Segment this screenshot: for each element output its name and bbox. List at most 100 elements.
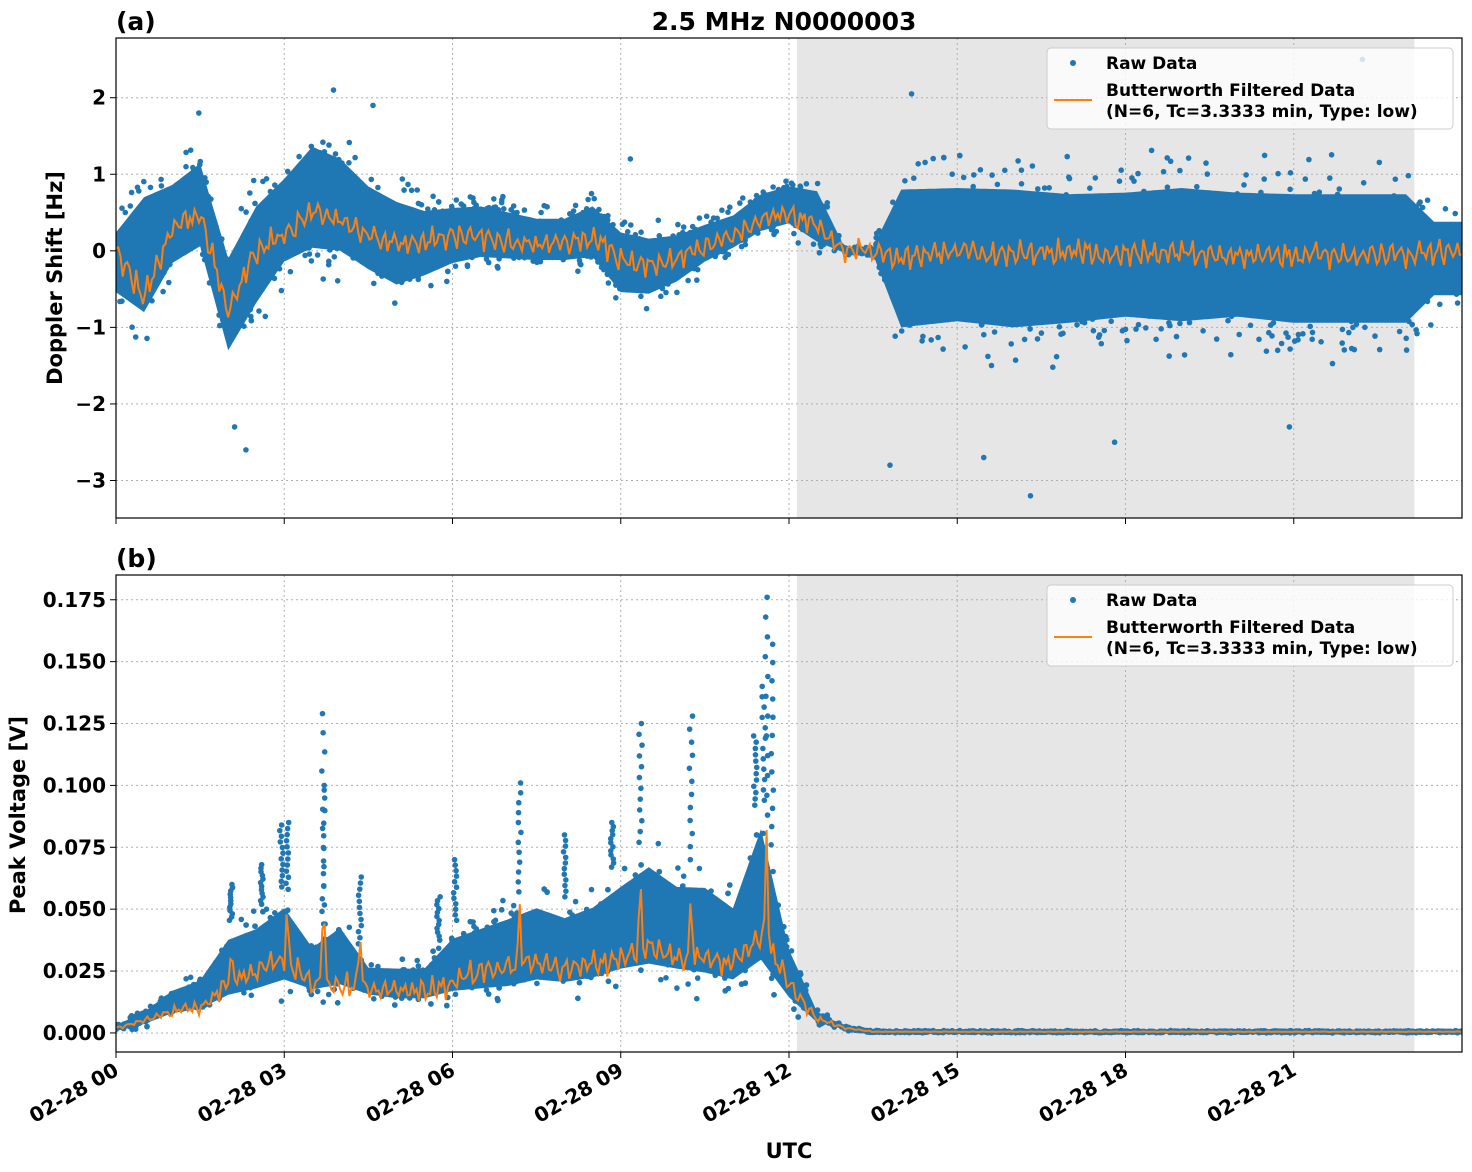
raw-data-point [685, 277, 691, 284]
raw-data-point [915, 161, 921, 167]
raw-data-point [248, 313, 254, 320]
raw-data-point [703, 213, 710, 220]
raw-data-point [658, 976, 664, 983]
raw-data-point [991, 329, 998, 335]
raw-data-point [134, 184, 141, 191]
raw-data-point [588, 190, 595, 197]
raw-data-point [783, 178, 789, 184]
raw-data-point [500, 193, 506, 200]
raw-data-point [501, 206, 507, 212]
raw-data-point [158, 183, 165, 189]
raw-data-point [655, 840, 662, 847]
raw-data-point [332, 151, 339, 157]
raw-data-point [643, 305, 650, 312]
raw-data-point [302, 252, 308, 259]
raw-data-point [663, 289, 669, 296]
raw-data-point [788, 180, 795, 186]
raw-data-point [1287, 186, 1293, 193]
raw-data-point [605, 212, 611, 219]
raw-data-point [1038, 330, 1045, 336]
raw-data-point [694, 266, 701, 273]
raw-data-point [988, 362, 995, 369]
raw-data-point [1287, 346, 1293, 352]
raw-data-point [1346, 329, 1352, 336]
raw-data-point [675, 865, 681, 871]
raw-data-point [1131, 178, 1137, 184]
raw-data-point [1034, 336, 1041, 342]
raw-data-point [710, 215, 717, 221]
raw-data-point [674, 289, 680, 296]
raw-data-point [795, 240, 801, 246]
panel-b: 0.0000.0250.0500.0750.1000.1250.1500.175… [25, 574, 1463, 1128]
raw-data-point [949, 171, 955, 177]
raw-data-point [1035, 186, 1041, 192]
raw-data-point [1046, 185, 1052, 191]
raw-data-point [1135, 321, 1142, 328]
raw-data-point [1360, 180, 1367, 186]
raw-data-point [491, 196, 497, 202]
raw-data-point [824, 200, 831, 206]
raw-data-point [1353, 321, 1360, 328]
raw-data-point [334, 278, 341, 284]
raw-data-point [814, 180, 821, 187]
legend-filtered-params: (N=6, Tc=3.3333 min, Type: low) [1106, 102, 1418, 122]
raw-data-point [960, 174, 967, 181]
raw-data-point [1160, 168, 1167, 175]
raw-data-point [371, 280, 377, 287]
y-tick-label: 0.150 [43, 650, 106, 674]
raw-data-point [1167, 322, 1173, 329]
raw-data-point [1318, 339, 1324, 345]
raw-data-point [977, 167, 984, 173]
raw-data-point [1204, 171, 1211, 177]
y-tick-label: −3 [75, 468, 106, 492]
raw-data-point [740, 195, 746, 201]
raw-data-point [1018, 181, 1025, 187]
raw-data-point [770, 868, 776, 875]
x-tick-label: 02-28 09 [530, 1058, 628, 1128]
raw-data-point [797, 183, 803, 189]
raw-data-point [491, 907, 497, 914]
raw-data-point [1135, 170, 1141, 177]
raw-data-point [1194, 183, 1200, 190]
raw-data-point [1454, 300, 1461, 306]
raw-data-outlier [196, 110, 202, 116]
raw-data-point [624, 228, 631, 235]
raw-data-point [284, 168, 291, 175]
raw-data-point [1267, 322, 1274, 329]
raw-data-point [1158, 326, 1164, 332]
raw-data-point [534, 259, 540, 266]
raw-data-point [250, 177, 257, 184]
raw-data-point [243, 209, 249, 215]
raw-data-point [575, 268, 581, 275]
raw-data-dense-band [116, 146, 1462, 351]
raw-data-point [940, 346, 946, 352]
raw-data-point [435, 199, 442, 205]
raw-data-point [588, 886, 595, 893]
raw-data-point [572, 202, 579, 209]
raw-data-point [1087, 185, 1093, 191]
raw-data-point [508, 207, 514, 213]
raw-data-point [1015, 158, 1021, 164]
raw-data-point [1413, 327, 1419, 333]
raw-data-point [272, 182, 278, 188]
raw-data-point [160, 288, 166, 295]
raw-data-point [985, 353, 991, 360]
raw-data-point [471, 199, 477, 206]
raw-data-point [392, 300, 398, 306]
raw-data-point [816, 250, 823, 256]
raw-data-point [1021, 336, 1028, 343]
raw-data-point [346, 139, 353, 146]
y-tick-label: 0.000 [43, 1021, 106, 1045]
raw-data-point [572, 898, 579, 905]
x-tick-label: 02-28 06 [361, 1058, 459, 1128]
raw-data-point [1295, 331, 1302, 338]
raw-data-point [467, 194, 474, 200]
raw-data-point [1287, 170, 1294, 176]
raw-data-point [238, 916, 245, 923]
raw-data-point [296, 153, 302, 160]
data-layer [116, 594, 1462, 1036]
raw-data-point [247, 190, 253, 196]
legend-raw-label: Raw Data [1106, 54, 1197, 74]
raw-data-point [445, 268, 451, 275]
